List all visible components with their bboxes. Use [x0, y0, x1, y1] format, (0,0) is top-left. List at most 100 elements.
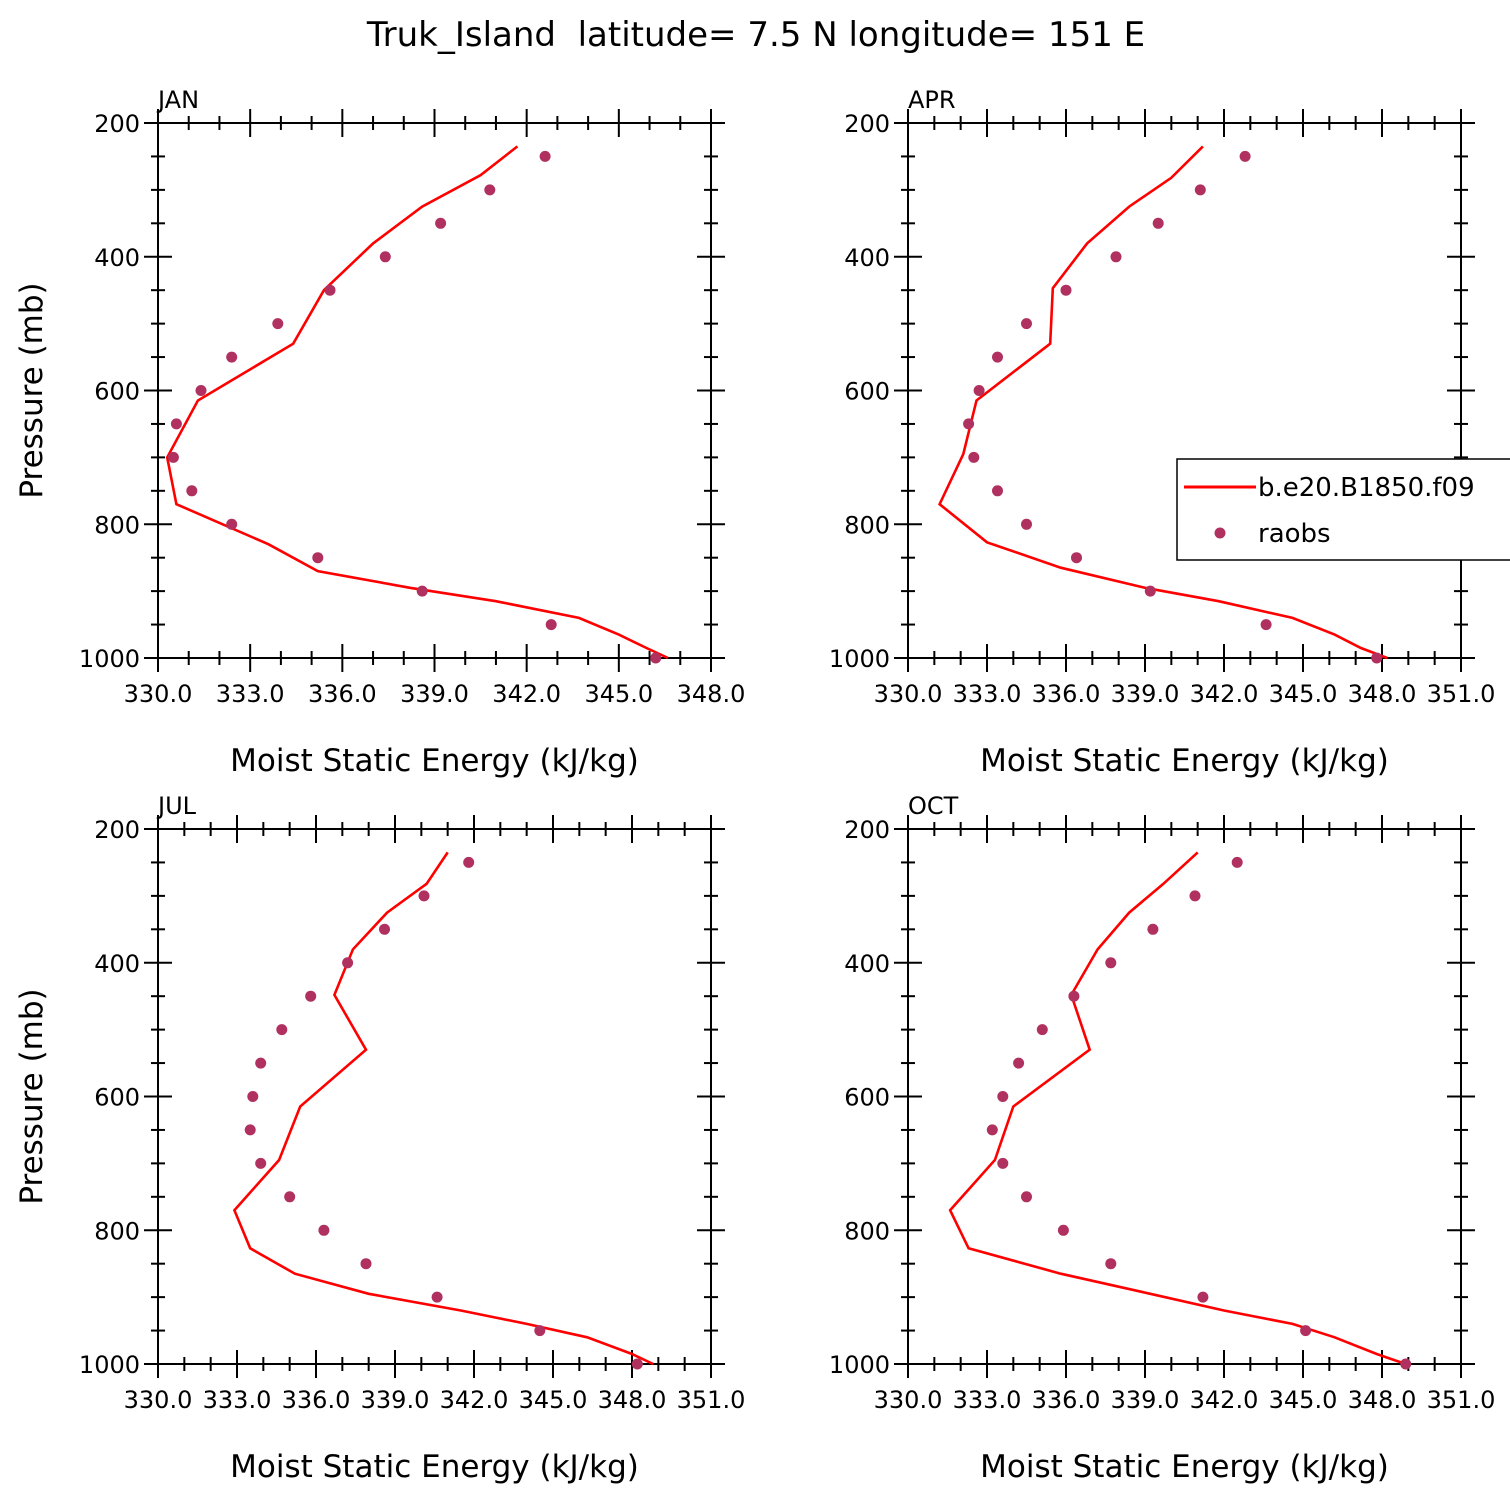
y-tick-label: 400 — [844, 244, 890, 272]
y-tick-label: 200 — [844, 110, 890, 138]
legend-obs-label: raobs — [1258, 519, 1331, 549]
x-tick-label: 342.0 — [440, 1386, 509, 1414]
raobs-point — [186, 485, 198, 497]
y-tick-label: 1000 — [79, 645, 140, 673]
raobs-point — [305, 990, 317, 1002]
x-tick-label: 345.0 — [584, 680, 653, 708]
raobs-point — [244, 1124, 256, 1136]
raobs-point — [431, 1291, 443, 1303]
raobs-point — [318, 1224, 330, 1236]
y-tick-label: 600 — [844, 378, 890, 406]
y-tick-label: 400 — [94, 244, 140, 272]
x-tick-label: 333.0 — [216, 680, 285, 708]
raobs-point — [1071, 552, 1082, 564]
raobs-point — [324, 284, 336, 296]
raobs-point — [276, 1024, 288, 1036]
plot-frame-jan — [157, 122, 712, 659]
raobs-point — [1068, 990, 1080, 1002]
y-tick-label: 800 — [844, 1217, 890, 1245]
raobs-point — [1057, 1224, 1069, 1236]
legend-box — [1176, 458, 1510, 561]
raobs-point — [226, 518, 238, 530]
panel-label-jul: JUL — [156, 792, 197, 820]
x-tick-label: 333.0 — [953, 680, 1022, 708]
raobs-point — [534, 1325, 546, 1337]
panel-label-apr: APR — [908, 86, 956, 114]
raobs-point — [1144, 585, 1156, 597]
y-tick-label: 1000 — [829, 1351, 890, 1379]
x-tick-label: 336.0 — [282, 1386, 351, 1414]
x-tick-label: 348.0 — [677, 680, 746, 708]
x-tick-label: 333.0 — [953, 1386, 1022, 1414]
raobs-point — [1197, 1291, 1209, 1303]
y-tick-label: 200 — [94, 816, 140, 844]
y-tick-label: 800 — [94, 1217, 140, 1245]
raobs-point — [463, 856, 475, 868]
raobs-point — [986, 1124, 998, 1136]
x-tick-label: 345.0 — [1269, 680, 1338, 708]
x-tick-label: 330.0 — [874, 680, 943, 708]
raobs-point — [255, 1057, 267, 1069]
legend: b.e20.B1850.f09 raobs — [1176, 458, 1510, 561]
raobs-point — [997, 1157, 1009, 1169]
raobs-point — [312, 552, 324, 564]
raobs-point — [1013, 1057, 1025, 1069]
panel-oct: OCT 200 400 600 800 1000 330.0 333.0 336.0 339.0 3… — [829, 792, 1495, 1485]
x-tick-label: 330.0 — [124, 1386, 193, 1414]
raobs-point — [170, 418, 182, 430]
model-line-jul — [232, 851, 654, 1366]
raobs-point — [379, 251, 391, 263]
raobs-point — [1105, 1258, 1117, 1270]
y-tick-label: 800 — [94, 511, 140, 539]
legend-model-label: b.e20.B1850.f09 — [1258, 473, 1475, 503]
raobs-point — [992, 351, 1003, 363]
y-tick-label: 1000 — [79, 1351, 140, 1379]
y-tick-label: 1000 — [829, 645, 890, 673]
raobs-point — [1110, 251, 1122, 263]
x-tick-label: 348.0 — [598, 1386, 667, 1414]
raobs-point — [1105, 957, 1117, 969]
raobs-point — [342, 957, 354, 969]
model-line-jan — [165, 145, 669, 660]
raobs-point — [360, 1258, 372, 1270]
raobs-point — [1189, 890, 1201, 902]
y-tick-label: 600 — [94, 1084, 140, 1112]
x-tick-label: 351.0 — [1427, 680, 1496, 708]
x-tick-label: 339.0 — [400, 680, 469, 708]
raobs-point — [416, 585, 428, 597]
panel-label-jan: JAN — [156, 86, 199, 114]
x-tick-label: 342.0 — [1190, 1386, 1259, 1414]
raobs-point — [1239, 150, 1251, 162]
x-axis-label-apr: Moist Static Energy (kJ/kg) — [980, 743, 1389, 779]
raobs-point — [1021, 518, 1032, 530]
raobs-point — [1021, 1191, 1032, 1203]
raobs-point — [1400, 1358, 1412, 1370]
x-tick-label: 342.0 — [1190, 680, 1259, 708]
raobs-point — [1371, 652, 1383, 664]
y-tick-label: 600 — [94, 378, 140, 406]
x-tick-label: 336.0 — [1032, 680, 1101, 708]
x-tick-label: 342.0 — [492, 680, 561, 708]
x-tick-label: 351.0 — [677, 1386, 746, 1414]
raobs-point — [968, 451, 980, 463]
x-tick-label: 339.0 — [1111, 1386, 1180, 1414]
x-tick-label: 336.0 — [1032, 1386, 1101, 1414]
x-axis-label-jul: Moist Static Energy (kJ/kg) — [230, 1449, 639, 1485]
raobs-point — [272, 318, 284, 330]
plot-frame-oct — [907, 828, 1462, 1365]
raobs-point — [1036, 1024, 1048, 1036]
x-tick-label: 345.0 — [519, 1386, 588, 1414]
raobs-point — [1260, 619, 1272, 631]
raobs-point — [255, 1157, 267, 1169]
raobs-point — [539, 150, 551, 162]
y-tick-label: 200 — [94, 110, 140, 138]
x-tick-label: 333.0 — [203, 1386, 272, 1414]
raobs-point — [631, 1358, 643, 1370]
panel-jan: JAN 200 400 600 800 1000 330.0 333.0 336.0 339.0 3… — [14, 86, 745, 779]
y-axis-label-jul: Pressure (mb) — [14, 988, 50, 1204]
x-tick-label: 336.0 — [308, 680, 377, 708]
y-tick-label: 800 — [844, 511, 890, 539]
raobs-point — [1231, 856, 1243, 868]
raobs-point — [973, 385, 985, 396]
y-tick-label: 400 — [844, 950, 890, 978]
